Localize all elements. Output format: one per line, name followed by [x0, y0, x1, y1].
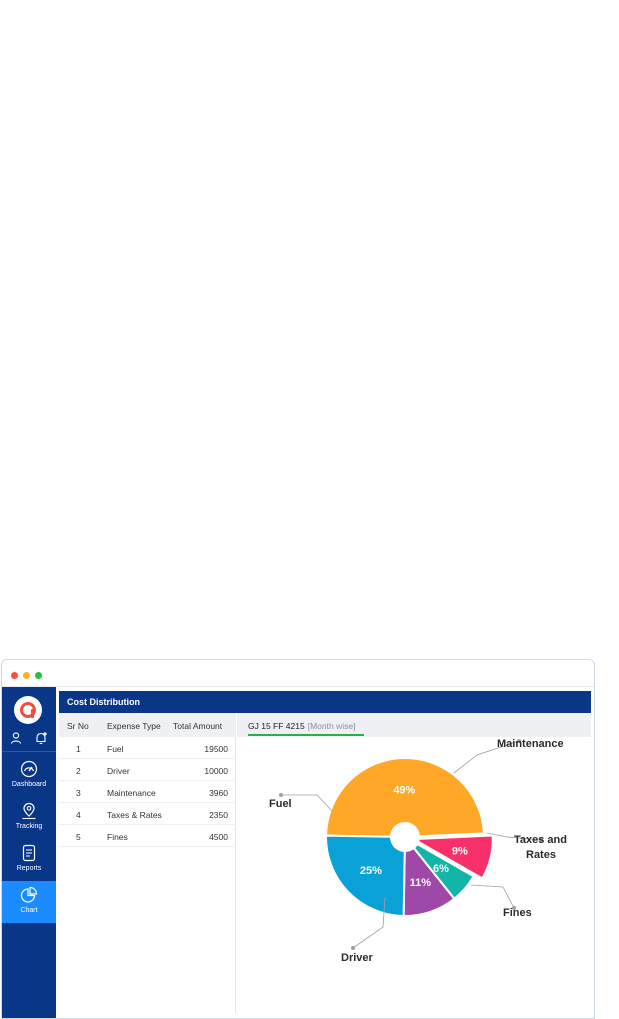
- pie-slice-name-label: Maintenance: [497, 738, 564, 750]
- panel-title: Cost Distribution: [67, 697, 140, 707]
- table-row[interactable]: 2 Driver 10000: [59, 759, 236, 781]
- close-window-button[interactable]: [11, 672, 18, 679]
- leader-line: [352, 896, 386, 949]
- leader-line: [453, 740, 520, 774]
- table-header: Sr No Expense Type Total Amount: [59, 713, 236, 737]
- cell-total-amount: 3960: [209, 788, 228, 798]
- leader-dot: [539, 838, 543, 842]
- cell-total-amount: 10000: [204, 766, 228, 776]
- pie-chart-icon: [20, 886, 38, 903]
- app-logo[interactable]: [14, 696, 42, 724]
- cell-expense-type: Maintenance: [107, 788, 156, 798]
- cell-total-amount: 19500: [204, 744, 228, 754]
- window-titlebar: [2, 660, 594, 687]
- leader-dot: [512, 906, 516, 910]
- cell-total-amount: 2350: [209, 810, 228, 820]
- table-row[interactable]: 1 Fuel 19500: [59, 737, 236, 759]
- leader-line: [281, 794, 333, 812]
- pie-percent-label: 49%: [393, 785, 415, 797]
- nav-chart[interactable]: Chart: [2, 881, 56, 923]
- cost-pie-chart: 49% Fuel 9% Maintenance 6% Taxes and Rates 11% F…: [269, 738, 567, 964]
- cell-total-amount: 4500: [209, 832, 228, 842]
- pie-slice-maintenance[interactable]: [410, 834, 494, 880]
- nav-dashboard[interactable]: Dashboard: [2, 755, 56, 797]
- pie-slice-name-label: Taxes and: [514, 834, 567, 846]
- pie-slice-name-label: Fines: [503, 907, 532, 919]
- pie-slice-fuel[interactable]: [324, 757, 485, 839]
- pie-percent-label: 11%: [410, 877, 432, 889]
- dashboard-gauge-icon: [20, 760, 38, 778]
- pie-slice-name-label: Rates: [526, 849, 556, 861]
- leader-dot: [351, 946, 355, 950]
- cell-sr-no: 5: [76, 832, 81, 842]
- vehicle-id: GJ 15 FF 4215: [248, 721, 305, 731]
- leader-dot: [279, 793, 283, 797]
- cell-sr-no: 3: [76, 788, 81, 798]
- cell-sr-no: 4: [76, 810, 81, 820]
- sidebar-divider: [2, 751, 56, 752]
- table-row[interactable]: 3 Maintenance 3960: [59, 781, 236, 803]
- expense-table: Sr No Expense Type Total Amount 1 Fuel 1…: [59, 713, 236, 1013]
- app-window: Dashboard Tracking Reports Chart: [1, 659, 595, 1019]
- column-header-expense-type[interactable]: Expense Type: [107, 721, 161, 731]
- pie-percent-label: 6%: [433, 863, 449, 875]
- sidebar: Dashboard Tracking Reports Chart: [2, 687, 56, 1018]
- notification-bell-icon[interactable]: [33, 730, 49, 746]
- pie-slice-name-label: Driver: [341, 952, 374, 964]
- pie-percent-label: 9%: [452, 845, 468, 857]
- table-row[interactable]: 5 Fines 4500: [59, 825, 236, 847]
- cell-sr-no: 1: [76, 744, 81, 754]
- maximize-window-button[interactable]: [35, 672, 42, 679]
- nav-tracking-label: Tracking: [15, 823, 43, 830]
- logo-tail: [31, 709, 34, 718]
- nav-dashboard-label: Dashboard: [11, 781, 47, 788]
- column-header-total-amount[interactable]: Total Amount: [173, 721, 223, 731]
- cell-expense-type: Taxes & Rates: [107, 810, 162, 820]
- chart-header: GJ 15 FF 4215 [Month wise]: [237, 713, 591, 737]
- nav-reports[interactable]: Reports: [2, 839, 56, 881]
- minimize-window-button[interactable]: [23, 672, 30, 679]
- pie-slice-name-label: Fuel: [269, 798, 292, 810]
- active-tab-indicator: [248, 734, 364, 736]
- location-pin-icon: [22, 802, 36, 820]
- leader-dot: [517, 739, 521, 743]
- nav-tracking[interactable]: Tracking: [2, 797, 56, 839]
- vehicle-period: [Month wise]: [307, 721, 356, 731]
- leader-line: [470, 884, 515, 909]
- cell-expense-type: Fines: [107, 832, 128, 842]
- nav-reports-label: Reports: [16, 865, 42, 872]
- nav-chart-label: Chart: [20, 907, 38, 914]
- pie-center-hole: [390, 822, 420, 852]
- pie-percent-label: 25%: [360, 865, 382, 877]
- chart-panel: GJ 15 FF 4215 [Month wise] 49% Fuel 9% Maint…: [237, 713, 591, 1013]
- vehicle-tab[interactable]: GJ 15 FF 4215 [Month wise]: [248, 721, 355, 731]
- cell-expense-type: Fuel: [107, 744, 124, 754]
- cell-sr-no: 2: [76, 766, 81, 776]
- pie-slice-driver[interactable]: [325, 834, 407, 918]
- table-row[interactable]: 4 Taxes & Rates 2350: [59, 803, 236, 825]
- leader-line: [486, 832, 542, 841]
- panel-header: Cost Distribution: [59, 691, 591, 713]
- column-header-sr-no[interactable]: Sr No: [67, 721, 89, 731]
- logo-ring: [20, 702, 36, 718]
- sidebar-top-icons: [2, 730, 56, 746]
- user-icon[interactable]: [8, 730, 24, 746]
- cell-expense-type: Driver: [107, 766, 130, 776]
- report-document-icon: [22, 844, 36, 862]
